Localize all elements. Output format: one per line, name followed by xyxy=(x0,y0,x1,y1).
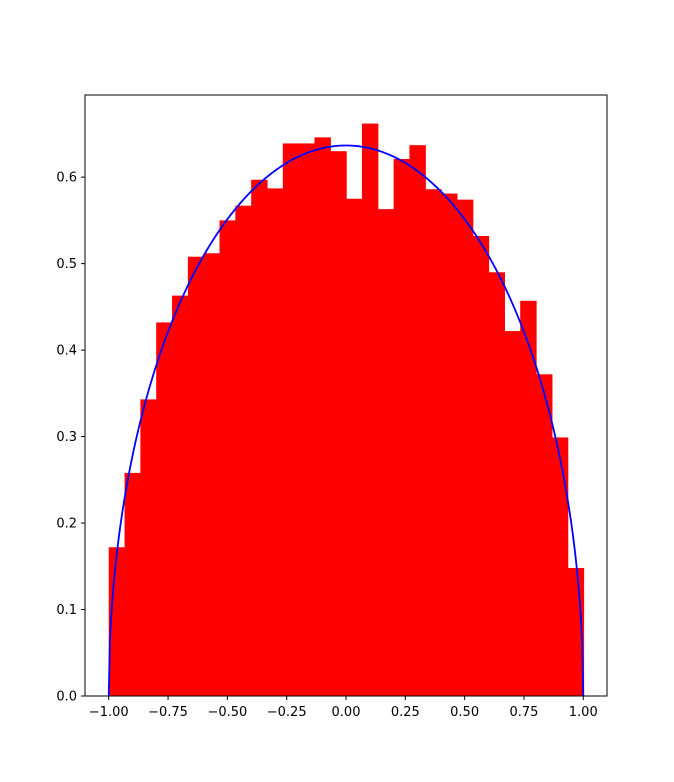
y-tick-label: 0.2 xyxy=(56,517,77,532)
histogram-bar xyxy=(282,143,300,696)
histogram-bar xyxy=(124,472,141,696)
histogram-bar xyxy=(425,189,442,696)
x-tick-label: −0.75 xyxy=(148,705,188,720)
x-tick-label: −0.50 xyxy=(207,705,247,720)
histogram-bar xyxy=(172,295,189,696)
histogram-bar xyxy=(361,123,379,697)
histogram-bar xyxy=(520,300,537,696)
histogram-bar xyxy=(140,399,157,696)
histogram-bar xyxy=(504,331,521,696)
x-tick-label: 0.25 xyxy=(391,705,420,720)
histogram-bar xyxy=(346,198,363,697)
histogram-bars xyxy=(108,123,585,697)
histogram-bar xyxy=(314,137,331,696)
histogram-bar xyxy=(219,220,236,696)
y-tick-label: 0.6 xyxy=(56,171,77,186)
histogram-bar xyxy=(456,199,474,697)
y-tick-label: 0.4 xyxy=(56,344,77,359)
x-tick-label: 0.00 xyxy=(332,705,361,720)
x-tick-label: 0.75 xyxy=(509,705,538,720)
x-tick-label: −1.00 xyxy=(89,705,129,720)
histogram-bar xyxy=(441,193,458,696)
x-axis: −1.00 −0.75 −0.50 −0.25 0.00 0.25 0.50 0.75 1.00 xyxy=(89,696,598,720)
x-tick-label: 0.50 xyxy=(450,705,479,720)
histogram-bar xyxy=(235,205,252,696)
density-curve xyxy=(107,144,585,697)
histogram-bar xyxy=(393,158,411,697)
x-tick-label: −0.25 xyxy=(267,705,307,720)
y-tick-label: 0.1 xyxy=(56,603,77,618)
histogram-bar xyxy=(472,235,490,696)
histogram-bar xyxy=(187,256,205,696)
histogram-bar xyxy=(251,179,268,696)
y-tick-label: 0.3 xyxy=(56,430,77,445)
x-tick-label: 1.00 xyxy=(569,705,598,720)
y-tick-label: 0.5 xyxy=(56,257,77,272)
histogram-bar xyxy=(330,151,347,697)
histogram-bar xyxy=(203,253,221,697)
histogram-bar xyxy=(266,188,284,696)
histogram-bar xyxy=(156,322,173,696)
y-tick-label: 0.0 xyxy=(56,690,77,705)
histogram-bar xyxy=(377,209,395,696)
histogram-bar xyxy=(488,272,505,696)
histogram-bar xyxy=(409,145,426,696)
y-axis: 0.0 0.1 0.2 0.3 0.4 0.5 0.6 xyxy=(56,171,85,705)
histogram-bar xyxy=(536,374,553,696)
histogram-bar xyxy=(298,143,316,696)
histogram-bar xyxy=(551,437,569,696)
